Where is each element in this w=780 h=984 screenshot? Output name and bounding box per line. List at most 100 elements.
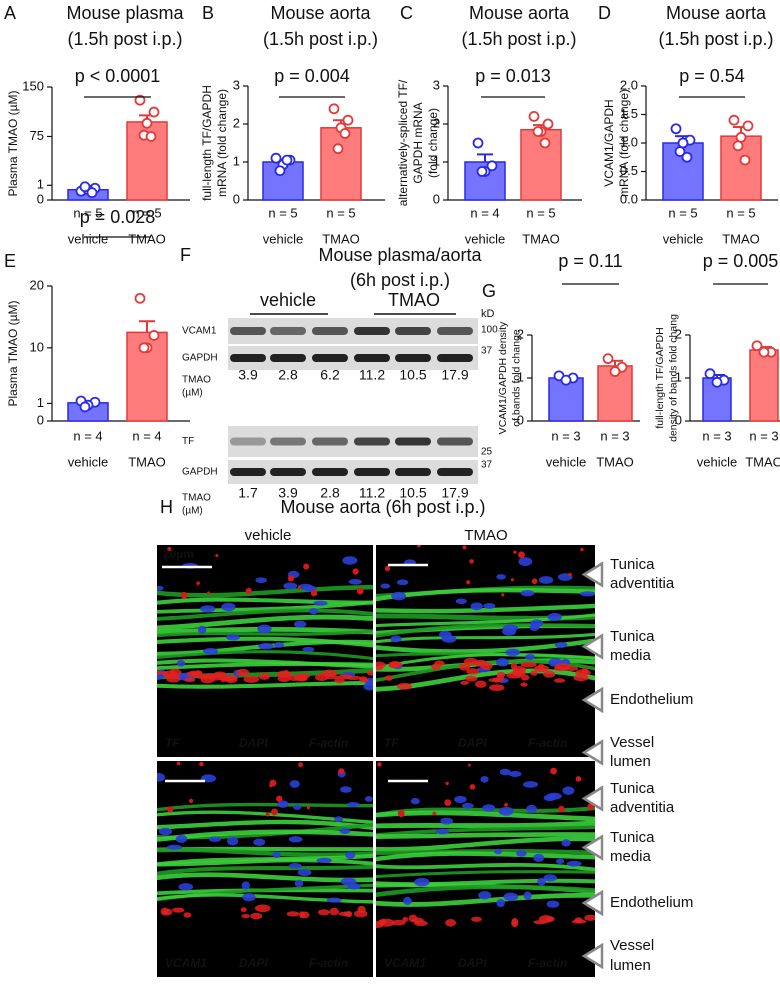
nucleus — [326, 897, 342, 903]
nucleus — [346, 801, 360, 808]
y-axis-label: VCAM1/GAPDH density — [497, 321, 509, 434]
fiber — [157, 864, 373, 876]
conc-value: 2.8 — [278, 367, 298, 383]
stain — [475, 680, 487, 688]
data-point — [134, 292, 146, 304]
category-label: vehicle — [697, 454, 737, 469]
data-point — [542, 118, 554, 130]
stain — [511, 917, 519, 926]
blot-subtitle: (6h post i.p.) — [350, 270, 450, 290]
nucleus — [288, 863, 302, 869]
fiber — [376, 892, 595, 907]
y-tick-label: 1.5 — [620, 106, 638, 121]
data-point — [560, 374, 572, 386]
blot-band — [270, 468, 306, 476]
stain-dot — [352, 568, 359, 575]
stain — [241, 913, 251, 919]
nucleus — [454, 795, 467, 803]
fiber — [376, 668, 595, 692]
arrowhead — [581, 686, 604, 714]
blot-strip — [228, 318, 478, 344]
fiber — [376, 862, 595, 872]
n-label: n = 3 — [749, 428, 778, 443]
chart-subtitle: (1.5h post i.p.) — [263, 29, 378, 49]
blot-strip — [228, 460, 478, 484]
stain — [300, 911, 310, 919]
nucleus — [176, 659, 186, 667]
fiber — [376, 884, 595, 898]
chart-title: Mouse plasma — [66, 3, 184, 23]
stain — [431, 663, 441, 671]
stain — [520, 674, 530, 681]
stain — [584, 914, 595, 921]
data-point — [602, 353, 614, 365]
fiber — [157, 639, 373, 656]
stain-dot — [397, 810, 405, 818]
nucleus — [200, 605, 216, 613]
y-axis-label: full-length TF/GAPDH — [654, 327, 666, 428]
layer-label: adventitia — [610, 799, 675, 816]
layer-label: Tunica — [610, 829, 655, 846]
nucleus — [543, 874, 557, 882]
y-axis-label: Plasma TMAO (µM) — [6, 300, 20, 406]
annotation: p = 0.004 — [274, 66, 350, 86]
nucleus — [340, 786, 352, 793]
stain-dot — [269, 784, 273, 788]
blot-title: Mouse plasma/aorta — [318, 245, 482, 265]
nucleus — [292, 804, 302, 810]
data-point — [735, 131, 747, 143]
stain-dot — [469, 559, 474, 564]
stain-dot — [166, 806, 174, 813]
fiber — [376, 851, 595, 862]
panel-letter: F — [180, 245, 191, 265]
y-tick-label: 2 — [233, 115, 240, 130]
nucleus — [334, 816, 344, 822]
panel-letter: E — [4, 251, 16, 271]
stain — [460, 680, 470, 685]
nucleus — [546, 792, 562, 800]
stain-dot — [580, 547, 584, 552]
stain-label: DAPI — [458, 736, 487, 750]
stain-dot — [384, 565, 391, 572]
micrograph-content — [376, 762, 595, 928]
blot-band — [437, 437, 473, 446]
layer-label: Endothelium — [610, 691, 693, 708]
nucleus — [157, 772, 166, 782]
stain — [512, 665, 526, 673]
stain-dot — [550, 767, 557, 775]
data-point — [758, 346, 770, 358]
stain-dot — [297, 585, 302, 590]
data-point — [528, 111, 540, 122]
y-axis-label: VCAM1/GAPDH — [602, 99, 616, 186]
nucleus — [221, 602, 236, 612]
stain-dot — [568, 572, 572, 577]
y-tick-label: 0 — [233, 191, 240, 206]
y-tick-label: 0 — [517, 412, 524, 427]
annotation: p = 0.013 — [475, 66, 551, 86]
stain — [220, 675, 237, 682]
stain-dot — [356, 587, 364, 595]
nucleus — [523, 891, 532, 900]
stain-dot — [510, 578, 514, 582]
stain-dot — [467, 763, 471, 767]
layer-label: Tunica — [610, 628, 655, 645]
stain — [240, 907, 247, 913]
y-tick-label: 1 — [675, 369, 682, 384]
y-tick-label: 0 — [433, 191, 440, 206]
y-axis-label: GAPDH mRNA — [411, 102, 425, 183]
stain — [282, 670, 290, 677]
blot-band — [230, 354, 266, 362]
category-label: vehicle — [68, 454, 108, 469]
stain-dot — [575, 776, 582, 782]
stain — [376, 661, 386, 669]
stain-dot — [432, 811, 437, 816]
nucleus — [208, 836, 222, 842]
nucleus — [347, 883, 361, 890]
data-point — [141, 117, 153, 129]
stain — [329, 907, 340, 916]
nucleus — [566, 860, 582, 867]
stain-label: F-actin — [309, 956, 348, 970]
y-axis-label: (fold change) — [426, 108, 440, 178]
panel-letter: H — [160, 497, 173, 517]
micrograph — [376, 761, 595, 977]
